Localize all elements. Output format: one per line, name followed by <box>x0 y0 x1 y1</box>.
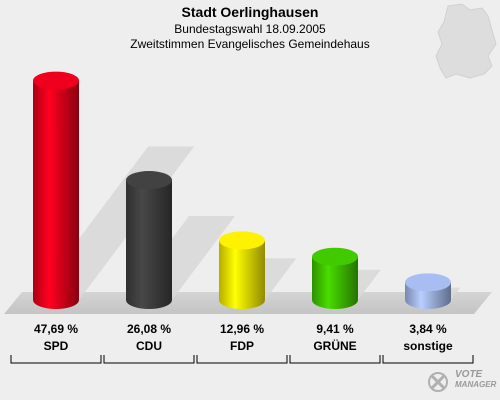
category-label-gruene: GRÜNE <box>313 338 356 353</box>
bar-gruene <box>312 247 358 309</box>
bar-spd <box>33 71 79 309</box>
vote-manager-wordmark: VOTE MANAGER <box>455 370 496 390</box>
category-label-spd: SPD <box>44 339 69 353</box>
chart-subtitle: Bundestagswahl 18.09.2005 <box>174 22 326 36</box>
germany-map-icon <box>435 3 497 79</box>
category-bracket-fdp <box>196 355 288 364</box>
category-label-cdu: CDU <box>136 339 162 353</box>
value-label-fdp: 12,96 % <box>220 322 264 336</box>
value-label-sonstige: 3,84 % <box>409 322 447 336</box>
category-bracket-sonstige <box>382 355 474 364</box>
logo-line2: MANAGER <box>455 380 497 389</box>
logo-line1: VOTE <box>455 369 483 380</box>
value-label-cdu: 26,08 % <box>127 322 171 336</box>
category-label-sonstige: sonstige <box>403 339 453 353</box>
category-bracket-gruene <box>289 355 381 364</box>
bar-fdp <box>219 231 265 309</box>
bar-cdu <box>126 171 172 309</box>
value-label-spd: 47,69 % <box>34 322 78 336</box>
bar-sonstige <box>405 273 451 309</box>
value-label-gruene: 9,41 % <box>316 322 354 336</box>
category-label-fdp: FDP <box>230 339 254 353</box>
category-bracket-cdu <box>103 355 195 364</box>
category-bracket-spd <box>10 355 102 364</box>
chart-subtitle-2: Zweitstimmen Evangelisches Gemeindehaus <box>130 37 370 51</box>
vote-manager-logo <box>428 372 448 392</box>
chart-title: Stadt Oerlinghausen <box>181 4 319 20</box>
